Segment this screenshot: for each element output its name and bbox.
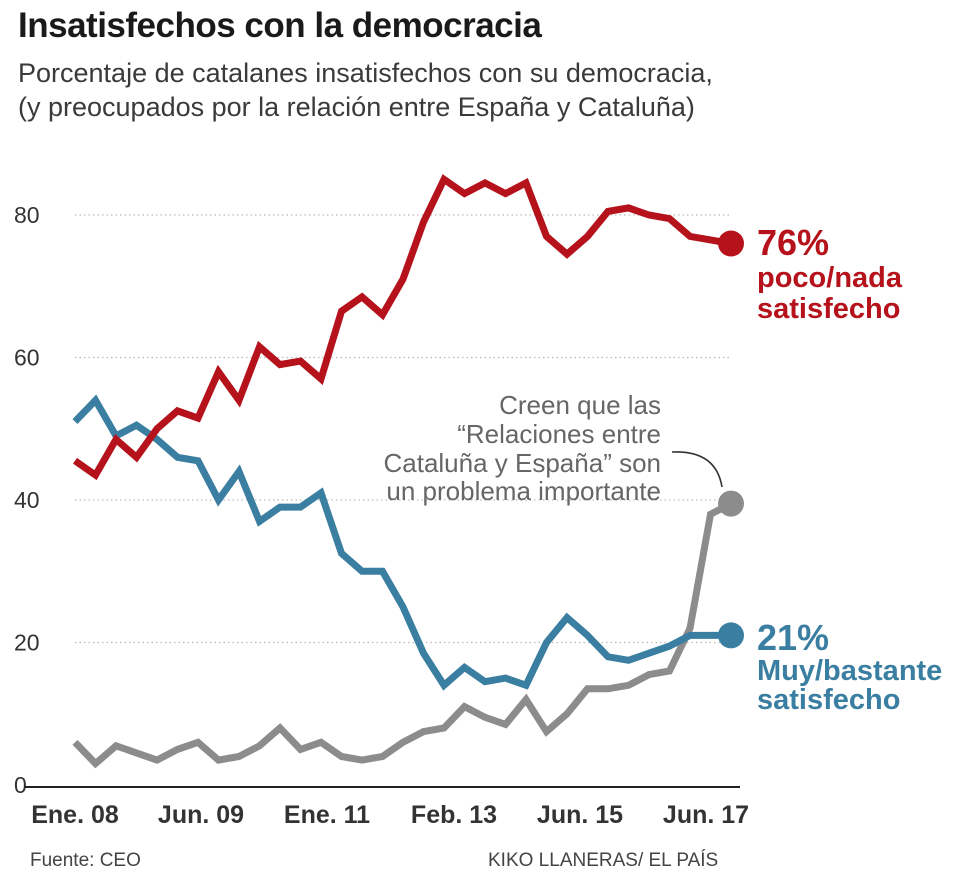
y-axis-ticks: 0 20 40 60 80 [14,202,40,798]
annotation-leader-line [671,451,723,488]
y-tick-label: 40 [14,487,40,513]
source-note: Fuente: CEO [30,850,141,871]
annotation-line-3: Cataluña y España” son [383,448,661,478]
y-tick-label: 60 [14,345,40,371]
series-line-0 [72,174,732,481]
x-tick-label: Ene. 08 [31,801,119,829]
series-lines [72,174,744,769]
subtitle-line-2: (y preocupados por la relación entre Esp… [18,92,695,122]
series-line-1 [72,394,731,691]
series-end-marker-0 [718,230,744,257]
y-tick-label: 0 [14,772,27,798]
end-labels: 76%poco/nadasatisfecho21%Muy/bastantesat… [383,222,942,716]
red-label-line-2: satisfecho [757,293,900,325]
annotation-line-1: Creen que las [499,390,661,420]
series-end-marker-2 [718,490,744,517]
chart-title: Insatisfechos con la democracia [18,6,542,45]
x-tick-label: Ene. 11 [284,801,370,829]
blue-label-line-2: satisfecho [757,684,900,716]
blue-value-label: 21% [757,617,829,658]
chart-subtitle: Porcentaje de catalanes insatisfechos co… [18,56,713,124]
x-tick-label: Feb. 13 [411,801,497,829]
credit-note: KIKO LLANERAS/ EL PAÍS [488,850,719,871]
y-tick-label: 80 [14,202,40,228]
series-end-marker-1 [718,622,744,649]
blue-label-line-1: Muy/bastante [757,655,942,687]
gridlines [75,214,731,644]
red-value-label: 76% [757,222,829,263]
x-tick-label: Jun. 15 [537,801,623,829]
red-label-line-1: poco/nada [757,262,903,294]
annotation-line-4: un problema importante [386,476,661,506]
y-tick-label: 20 [14,630,40,656]
x-tick-label: Jun. 17 [663,801,749,829]
x-axis-ticks: Ene. 08 Jun. 09 Ene. 11 Feb. 13 Jun. 15 Jun. … [31,801,749,829]
series-line-2 [72,500,733,769]
subtitle-line-1: Porcentaje de catalanes insatisfechos co… [18,58,713,88]
annotation-line-2: “Relaciones entre [457,419,661,449]
x-tick-label: Jun. 09 [158,801,244,829]
